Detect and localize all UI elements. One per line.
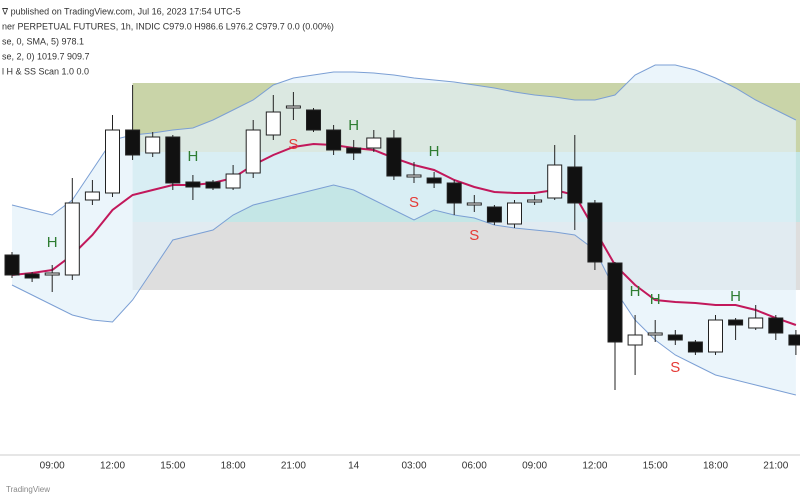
x-tick-label: 09:00 <box>522 461 547 472</box>
x-tick-label: 15:00 <box>643 461 668 472</box>
candle-body <box>667 334 683 341</box>
candle-body <box>507 202 522 225</box>
signal-label: H <box>187 148 198 165</box>
candle-body <box>607 262 623 343</box>
header: ᐁ published on TradingView.com, Jul 16, … <box>2 6 334 76</box>
candle-body <box>285 105 301 109</box>
x-tick-label: 09:00 <box>40 461 65 472</box>
candle-body <box>386 137 402 177</box>
candle-body <box>587 202 603 263</box>
x-tick-label: 18:00 <box>221 461 246 472</box>
signal-label: H <box>348 117 359 134</box>
candle-body <box>788 334 800 346</box>
candle-body <box>125 129 141 156</box>
candle-body <box>527 199 543 203</box>
candle-body <box>145 136 161 154</box>
header-line: se, 0, SMA, 5) 978.1 <box>2 36 84 46</box>
x-tick-label: 14 <box>348 461 360 472</box>
candle-body <box>627 334 643 346</box>
band-fill <box>12 65 796 395</box>
candle-body <box>64 202 80 276</box>
candle-body <box>24 273 40 279</box>
signal-label: H <box>730 288 741 305</box>
header-line: l H & SS Scan 1.0 0.0 <box>2 66 89 76</box>
candle-body <box>165 136 181 184</box>
candle-body <box>4 254 20 276</box>
candle-body <box>547 164 563 199</box>
candle-body <box>84 191 100 201</box>
candle-body <box>205 181 221 189</box>
candle-body <box>306 109 321 131</box>
candle-body <box>748 317 764 329</box>
candle-body <box>647 332 663 336</box>
signal-label: S <box>469 227 479 244</box>
signal-label: H <box>429 143 440 160</box>
candle-body <box>687 341 703 353</box>
candle-body <box>567 166 583 204</box>
x-tick-label: 06:00 <box>462 461 487 472</box>
candle-body <box>225 173 241 189</box>
candle-body <box>486 206 502 223</box>
x-tick-label: 18:00 <box>703 461 728 472</box>
header-line: ᐁ published on TradingView.com, Jul 16, … <box>2 6 241 16</box>
signal-label: H <box>47 234 58 251</box>
band-line <box>11 64 797 216</box>
candle-body <box>326 129 342 151</box>
candle-body <box>185 181 201 188</box>
x-tick-label: 21:00 <box>281 461 306 472</box>
x-tick-label: 21:00 <box>763 461 788 472</box>
x-tick-label: 12:00 <box>100 461 125 472</box>
signal-label: S <box>670 359 680 376</box>
sma-line <box>11 142 797 326</box>
signal-label: H <box>650 291 661 308</box>
candle-body <box>406 174 422 178</box>
candle-body <box>366 137 382 149</box>
x-tick-label: 03:00 <box>401 461 426 472</box>
candle-body <box>446 182 462 204</box>
candle-body <box>245 129 261 174</box>
signal-label: H <box>630 283 641 300</box>
signal-label: S <box>288 136 298 153</box>
candle-body <box>466 202 482 206</box>
band-line <box>11 184 797 396</box>
candle-body <box>346 147 362 154</box>
x-tick-label: 15:00 <box>160 461 185 472</box>
footer: TradingView <box>6 485 50 494</box>
candle-body <box>44 272 60 276</box>
x-tick-label: 12:00 <box>582 461 607 472</box>
candle-body <box>426 177 442 184</box>
header-line: se, 2, 0) 1019.7 909.7 <box>2 51 90 61</box>
candle-body <box>265 111 281 136</box>
signal-label: S <box>409 194 419 211</box>
header-line: ner PERPETUAL FUTURES, 1h, INDIC C979.0 … <box>2 21 334 31</box>
candle-body <box>728 319 744 326</box>
candle-body <box>768 317 784 334</box>
candle-body <box>708 319 723 353</box>
candle-body <box>105 129 120 194</box>
